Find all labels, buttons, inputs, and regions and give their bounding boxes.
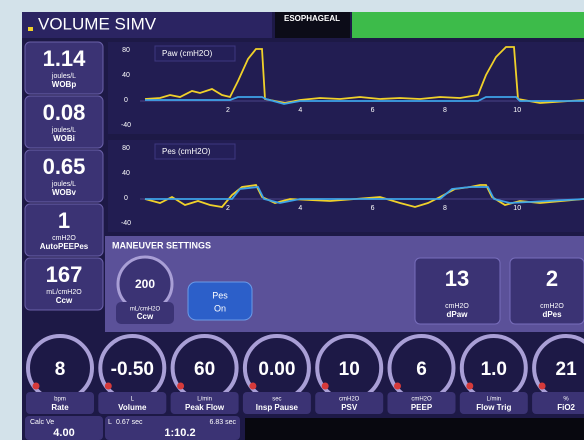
graph-title: Pes (cmH2O): [162, 147, 211, 156]
setting-label: Flow Trig: [476, 403, 511, 412]
dial-indicator: [539, 383, 546, 390]
calc-value: 4.00: [53, 427, 74, 439]
tile-value: 0.08: [43, 100, 86, 125]
setting-label: Volume: [118, 403, 147, 412]
tile-unit: cmH2O: [52, 235, 76, 242]
dial-indicator: [249, 383, 256, 390]
maneuver-label: dPaw: [447, 310, 469, 319]
tile-unit: joules/L: [51, 127, 76, 134]
time-1: 0.67 sec: [116, 419, 143, 426]
ratio: 1:10.2: [164, 427, 195, 439]
dial-indicator: [466, 383, 473, 390]
ventilator-screen: VOLUME SIMVESOPHAGEAL1.14joules/LWOBp0.0…: [0, 0, 584, 440]
dial-indicator: [322, 383, 329, 390]
dial-indicator: [177, 383, 184, 390]
button-line2: On: [214, 303, 226, 313]
x-axis-label: 6: [371, 205, 375, 212]
message-area: [245, 418, 584, 440]
mode-title: VOLUME SIMV: [38, 14, 157, 33]
setting-value: 1.0: [481, 359, 507, 380]
status-bar: [352, 12, 584, 38]
setting-label: PEEP: [411, 403, 433, 412]
maneuver-value: 13: [445, 266, 469, 291]
tile-label: AutoPEEPes: [40, 242, 89, 251]
setting-unit: L/min: [486, 397, 501, 403]
tile-value: 1.14: [43, 46, 87, 71]
setting-value: 8: [55, 359, 66, 380]
maneuver-title: MANEUVER SETTINGS: [112, 240, 211, 250]
setting-unit: L/min: [197, 397, 212, 403]
maneuver-unit: cmH2O: [445, 303, 469, 310]
tile-label: WOBp: [52, 80, 77, 89]
x-axis-label: 6: [371, 107, 375, 114]
y-axis-label: -40: [121, 122, 131, 129]
maneuver-unit: cmH2O: [540, 303, 564, 310]
dial-indicator: [33, 383, 40, 390]
tab-label: ESOPHAGEAL: [284, 14, 340, 23]
x-axis-label: 10: [513, 107, 521, 114]
setting-label: Rate: [51, 403, 69, 412]
tile-value: 167: [46, 262, 83, 287]
graph-title: Paw (cmH2O): [162, 49, 213, 58]
button-line1: Pes: [212, 290, 228, 300]
dial-label: Ccw: [137, 312, 154, 321]
setting-label: Insp Pause: [256, 403, 299, 412]
y-axis-label: 80: [122, 145, 130, 152]
time-2: 6.83 sec: [210, 419, 237, 426]
x-axis-label: 2: [226, 205, 230, 212]
y-axis-label: -40: [121, 220, 131, 227]
y-axis-label: 0: [124, 97, 128, 104]
mode-marker: [28, 27, 33, 31]
setting-value: 6: [416, 359, 427, 380]
setting-unit: cmH2O: [339, 397, 360, 403]
setting-unit: cmH2O: [411, 397, 432, 403]
x-axis-label: 4: [298, 205, 302, 212]
page: {"header": {"mode": "VOLUME SIMV", "tab"…: [0, 0, 584, 440]
tile-value: 0.65: [43, 154, 86, 179]
x-axis-label: 10: [513, 205, 521, 212]
setting-unit: bpm: [54, 397, 66, 403]
x-axis-label: 8: [443, 107, 447, 114]
dial-indicator: [105, 383, 112, 390]
setting-value: 21: [556, 359, 578, 380]
calc-unit: L: [108, 419, 112, 426]
tile-label: WOBi: [53, 134, 75, 143]
tile-unit: joules/L: [51, 181, 76, 188]
tile-label: WOBv: [52, 188, 77, 197]
tile-label: Ccw: [56, 296, 73, 305]
y-axis-label: 40: [122, 170, 130, 177]
maneuver-value: 2: [546, 266, 558, 291]
tile-unit: mL/cmH2O: [46, 289, 82, 296]
setting-label: PSV: [341, 403, 358, 412]
setting-value: 10: [339, 359, 360, 380]
x-axis-label: 8: [443, 205, 447, 212]
tile-unit: joules/L: [51, 73, 76, 80]
setting-value: 60: [194, 359, 215, 380]
dial-value: 200: [135, 277, 155, 291]
x-axis-label: 2: [226, 107, 230, 114]
maneuver-label: dPes: [542, 310, 562, 319]
tile-value: 1: [58, 208, 70, 233]
setting-unit: %: [563, 397, 569, 403]
y-axis-label: 40: [122, 72, 130, 79]
y-axis-label: 0: [124, 195, 128, 202]
setting-value: -0.50: [111, 359, 154, 380]
dial-indicator: [394, 383, 401, 390]
setting-label: FiO2: [557, 403, 575, 412]
setting-value: 0.00: [258, 359, 295, 380]
y-axis-label: 80: [122, 47, 130, 54]
setting-unit: sec: [272, 397, 281, 403]
pes-button[interactable]: [188, 282, 252, 320]
calc-label: Calc Ve: [30, 419, 54, 426]
x-axis-label: 4: [298, 107, 302, 114]
setting-label: Peak Flow: [185, 403, 225, 412]
